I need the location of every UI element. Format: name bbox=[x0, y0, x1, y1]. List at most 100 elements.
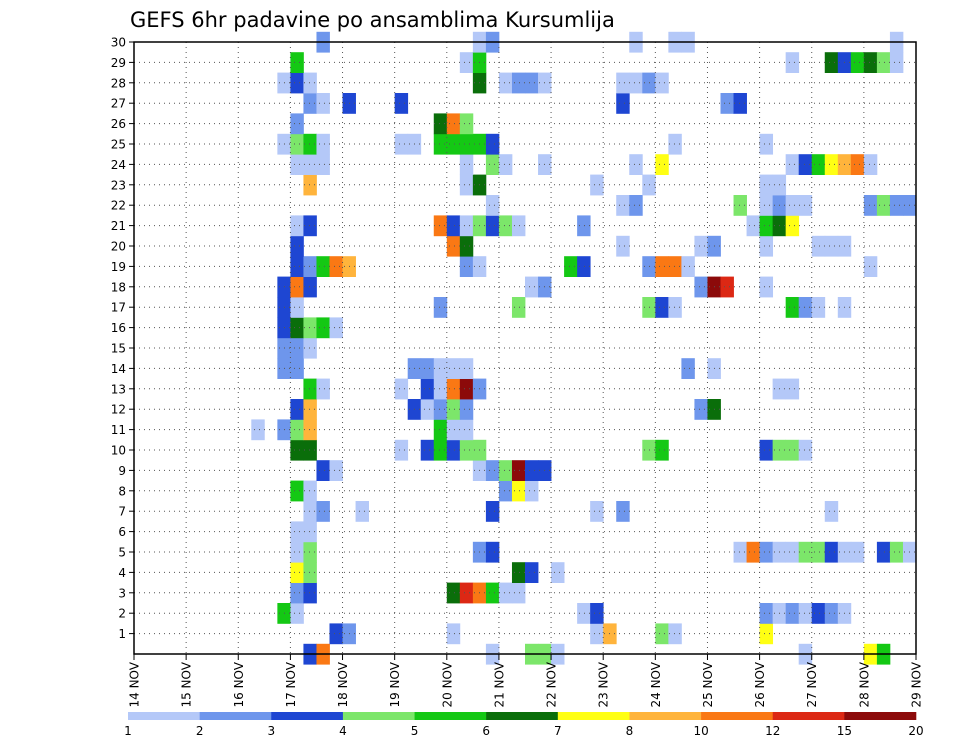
heatmap-cell bbox=[863, 52, 878, 73]
y-tick-label: 22 bbox=[111, 199, 126, 213]
heatmap-cell bbox=[303, 480, 317, 502]
x-tick-label: 20 NOV bbox=[440, 661, 454, 707]
heatmap-cell bbox=[303, 521, 317, 543]
x-tick-label: 23 NOV bbox=[597, 661, 611, 707]
colorbar-label: 15 bbox=[837, 724, 852, 738]
y-tick-label: 19 bbox=[111, 260, 126, 274]
heatmap-cell bbox=[759, 235, 774, 257]
heatmap-cell bbox=[655, 72, 669, 94]
heatmap-cell bbox=[785, 297, 800, 318]
heatmap-cell bbox=[759, 215, 774, 237]
heatmap-cell bbox=[355, 501, 369, 522]
heatmap-cells bbox=[251, 31, 917, 665]
colorbar-segment bbox=[701, 712, 774, 720]
y-tick-label: 2 bbox=[118, 607, 126, 621]
heatmap-cell bbox=[446, 133, 461, 155]
heatmap-cell bbox=[824, 154, 839, 175]
heatmap-cell bbox=[459, 133, 474, 155]
heatmap-cell bbox=[329, 460, 343, 481]
heatmap-cell bbox=[525, 460, 539, 481]
y-tick-label: 30 bbox=[111, 36, 126, 50]
heatmap-cell bbox=[290, 52, 304, 73]
y-tick-label: 27 bbox=[111, 97, 126, 111]
x-tick-label: 28 NOV bbox=[857, 661, 871, 707]
heatmap-cell bbox=[459, 358, 474, 379]
heatmap-cell bbox=[290, 235, 304, 257]
heatmap-cell bbox=[811, 297, 826, 318]
y-tick-label: 23 bbox=[111, 178, 126, 192]
heatmap-cell bbox=[459, 113, 474, 135]
heatmap-cell bbox=[577, 603, 591, 624]
heatmap-cell bbox=[498, 480, 513, 502]
heatmap-cell bbox=[459, 215, 474, 237]
y-tick-label: 28 bbox=[111, 76, 126, 90]
heatmap-cell bbox=[850, 52, 865, 73]
heatmap-cell bbox=[811, 603, 826, 624]
heatmap-cell bbox=[498, 460, 513, 481]
y-tick-label: 14 bbox=[111, 362, 126, 376]
heatmap-cell bbox=[329, 623, 343, 645]
heatmap-cell bbox=[459, 399, 474, 420]
heatmap-cell bbox=[498, 72, 513, 94]
heatmap-cell bbox=[785, 154, 800, 175]
colorbar-label: 2 bbox=[196, 724, 204, 738]
heatmap-cell bbox=[329, 317, 343, 339]
heatmap-cell bbox=[616, 195, 630, 216]
y-tick-label: 21 bbox=[111, 219, 126, 233]
heatmap-cell bbox=[459, 378, 474, 400]
heatmap-cell bbox=[785, 52, 800, 73]
heatmap-cell bbox=[511, 297, 526, 318]
heatmap-cell bbox=[446, 419, 461, 441]
y-tick-label: 1 bbox=[118, 627, 126, 641]
heatmap-cell bbox=[785, 603, 800, 624]
heatmap-cell bbox=[316, 154, 330, 175]
heatmap-cell bbox=[824, 501, 839, 522]
heatmap-cell bbox=[290, 113, 304, 135]
heatmap-cell bbox=[746, 215, 760, 237]
heatmap-cell bbox=[290, 337, 304, 359]
colorbar-segment bbox=[772, 712, 845, 720]
heatmap-cell bbox=[889, 541, 904, 563]
heatmap-cell bbox=[525, 480, 539, 502]
heatmap-cell bbox=[720, 93, 734, 114]
heatmap-cell bbox=[590, 174, 604, 196]
heatmap-cell bbox=[798, 195, 813, 216]
heatmap-cell bbox=[290, 541, 304, 563]
heatmap-cell bbox=[616, 72, 630, 94]
heatmap-cell bbox=[629, 72, 643, 94]
x-tick-label: 27 NOV bbox=[805, 661, 819, 707]
heatmap-cell bbox=[485, 460, 500, 481]
heatmap-cell bbox=[316, 93, 330, 114]
heatmap-cell bbox=[303, 399, 317, 420]
heatmap-cell bbox=[485, 154, 500, 175]
heatmap-cell bbox=[759, 623, 774, 645]
colorbar-segment bbox=[557, 712, 630, 720]
gridlines bbox=[134, 42, 916, 654]
heatmap-cell bbox=[668, 256, 682, 277]
y-tick-label: 11 bbox=[111, 423, 126, 437]
heatmap-cell bbox=[303, 276, 317, 298]
heatmap-cell bbox=[511, 460, 526, 481]
heatmap-cell bbox=[681, 256, 695, 277]
heatmap-cell bbox=[420, 439, 435, 461]
heatmap-cell bbox=[433, 439, 448, 461]
heatmap-cell bbox=[629, 154, 643, 175]
x-tick-label: 14 NOV bbox=[128, 661, 142, 707]
heatmap-cell bbox=[785, 541, 800, 563]
heatmap-cell bbox=[863, 256, 878, 277]
heatmap-cell bbox=[433, 297, 448, 318]
heatmap-cell bbox=[785, 195, 800, 216]
heatmap-cell bbox=[511, 582, 526, 604]
heatmap-cell bbox=[316, 460, 330, 481]
heatmap-cell bbox=[824, 541, 839, 563]
heatmap-cell bbox=[420, 378, 435, 400]
heatmap-cell bbox=[446, 439, 461, 461]
heatmap-cell bbox=[785, 378, 800, 400]
heatmap-cell bbox=[498, 215, 513, 237]
heatmap-cell bbox=[290, 439, 304, 461]
heatmap-cell bbox=[303, 337, 317, 359]
x-tick-label: 15 NOV bbox=[180, 661, 194, 707]
heatmap-cell bbox=[759, 603, 774, 624]
heatmap-cell bbox=[459, 154, 474, 175]
